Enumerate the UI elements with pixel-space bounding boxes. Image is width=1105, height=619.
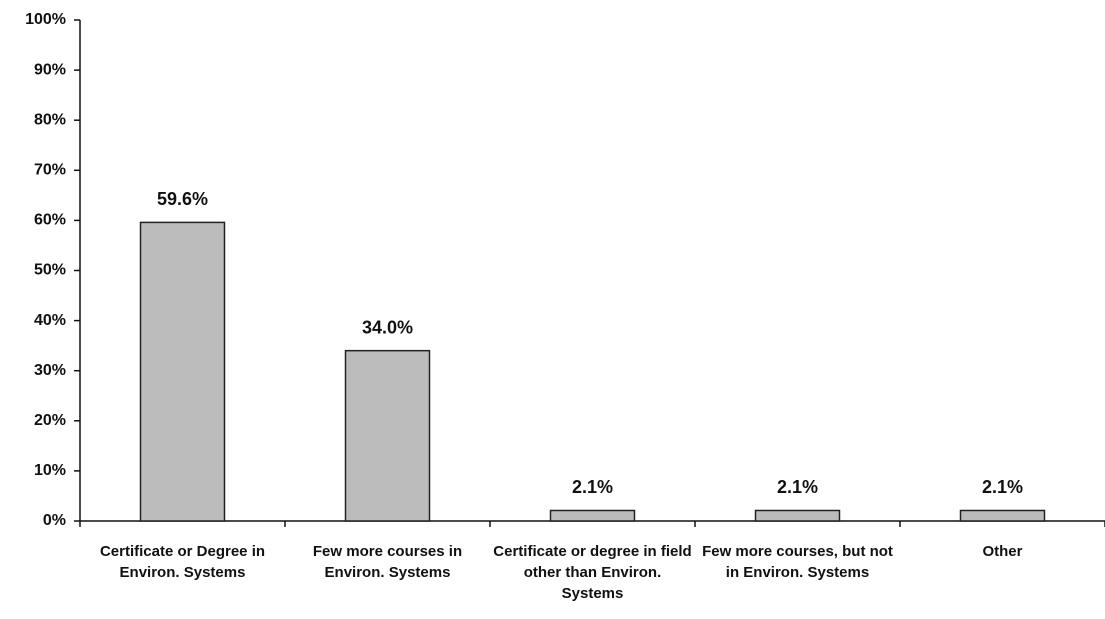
y-tick-label: 20% [34,412,66,429]
value-label: 2.1% [572,477,613,497]
x-tick-label: Few more courses in Environ. Systems [312,543,463,581]
value-label: 34.0% [362,317,413,337]
y-tick-label: 40% [34,312,66,329]
value-label: 2.1% [777,477,818,497]
y-tick-label: 10% [34,462,66,479]
bar [959,509,1046,522]
x-tick-label: Certificate or Degree in Environ. System… [99,543,266,581]
y-tick-label: 0% [43,512,66,529]
x-tick-label: Other [982,543,1023,560]
y-tick-label: 100% [25,11,66,28]
bar [549,509,636,522]
y-tick-label: 50% [34,262,66,279]
x-tick-label: Few more courses, but not in Environ. Sy… [702,543,893,581]
bar [344,349,431,522]
y-tick-label: 90% [34,61,66,78]
bar [139,221,226,522]
y-tick-label: 70% [34,162,66,179]
y-tick-label: 30% [34,362,66,379]
x-tick-label: Certificate or degree in field other tha… [493,543,692,602]
y-tick-label: 80% [34,111,66,128]
value-label: 2.1% [982,477,1023,497]
value-label: 59.6% [157,189,208,209]
y-tick-label: 60% [34,212,66,229]
bar [754,509,841,522]
